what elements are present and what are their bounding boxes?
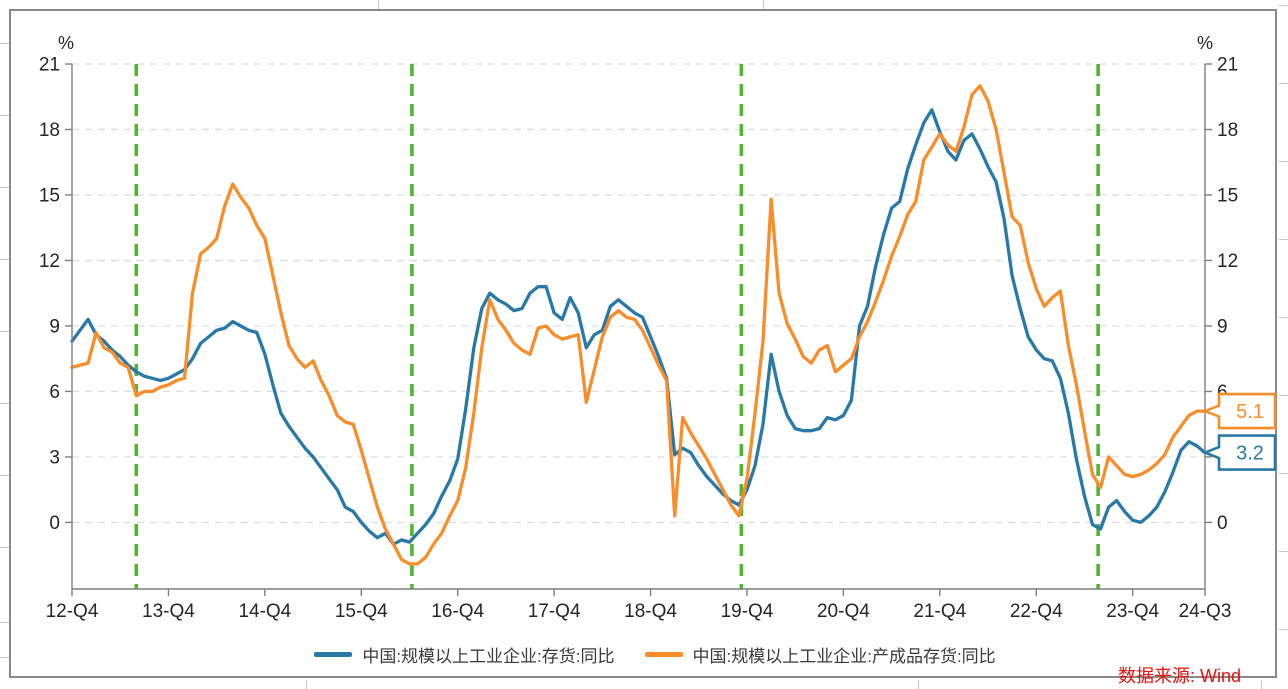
spreadsheet-gridline-stub <box>1279 473 1288 474</box>
spreadsheet-gridline-stub <box>0 622 9 623</box>
x-tick-label-12-Q4: 12-Q4 <box>46 601 99 622</box>
data-label-value-total-inventory: 3.2 <box>1236 443 1264 465</box>
spreadsheet-gridline-stub <box>0 187 9 188</box>
spreadsheet-gridline-stub <box>378 0 379 9</box>
spreadsheet-gridline-stub <box>306 680 307 689</box>
spreadsheet-gridline-stub <box>1279 629 1288 630</box>
spreadsheet-gridline-stub <box>763 0 764 9</box>
legend-line-swatch-blue <box>314 652 353 657</box>
chart-canvas: 00336699121215151818212112-Q413-Q414-Q41… <box>39 33 1277 622</box>
data-label-value-finished-goods-inventory: 5.1 <box>1236 401 1264 423</box>
chart-frame: 00336699121215151818212112-Q413-Q414-Q41… <box>9 9 1277 686</box>
legend-label-finished-goods: 中国:规模以上工业企业:产成品存货:同比 <box>692 647 996 666</box>
spreadsheet-gridline-stub <box>1279 83 1288 84</box>
spreadsheet-gridline-stub <box>1279 551 1288 552</box>
y-tick-label-left: 3 <box>49 447 60 468</box>
y-tick-label-right: 0 <box>1217 513 1228 534</box>
spreadsheet-gridline-stub <box>0 657 9 658</box>
spreadsheet-gridline-stub <box>0 475 9 476</box>
y-axis-unit-right: % <box>1197 33 1213 53</box>
y-tick-label-left: 18 <box>39 120 60 141</box>
x-tick-label-15-Q4: 15-Q4 <box>335 601 388 622</box>
spreadsheet-gridline-stub <box>0 115 9 116</box>
data-label-callout-finished-goods-inventory <box>1201 392 1277 430</box>
spreadsheet-gridline-stub <box>1279 395 1288 396</box>
y-tick-label-left: 21 <box>39 55 60 76</box>
series-line-finished-goods-inventory <box>70 84 1207 566</box>
series-line-total-inventory <box>70 108 1207 546</box>
x-tick-label-17-Q4: 17-Q4 <box>528 601 581 622</box>
y-tick-label-right: 18 <box>1217 120 1238 141</box>
y-tick-label-right: 15 <box>1217 185 1238 206</box>
y-tick-label-right: 12 <box>1217 251 1238 272</box>
x-tick-label-19-Q4: 19-Q4 <box>721 601 774 622</box>
spreadsheet-gridline-stub <box>0 547 9 548</box>
spreadsheet-gridline-stub <box>1279 317 1288 318</box>
spreadsheet-gridline-stub <box>0 43 9 44</box>
legend-line-swatch-orange <box>644 652 683 657</box>
spreadsheet-gridline-stub <box>1261 680 1262 689</box>
y-tick-label-left: 0 <box>49 513 60 534</box>
x-tick-label-18-Q4: 18-Q4 <box>624 601 677 622</box>
y-tick-label-right: 21 <box>1217 55 1238 76</box>
spreadsheet-gridline-stub <box>0 331 9 332</box>
spreadsheet-gridline-stub <box>0 259 9 260</box>
y-tick-label-right: 6 <box>1217 382 1228 403</box>
y-tick-label-left: 12 <box>39 251 60 272</box>
legend-item-total-inventory: 中国:规模以上工业企业:存货:同比 <box>314 642 615 667</box>
spreadsheet-gridline-stub <box>1279 161 1288 162</box>
y-tick-label-right: 9 <box>1217 316 1228 337</box>
legend-label-total-inventory: 中国:规模以上工业企业:存货:同比 <box>362 647 615 666</box>
y-axis-unit-left: % <box>58 33 74 53</box>
x-tick-label-14-Q4: 14-Q4 <box>238 601 291 622</box>
legend-item-finished-goods: 中国:规模以上工业企业:产成品存货:同比 <box>644 642 996 667</box>
x-tick-label-23-Q4: 23-Q4 <box>1106 601 1159 622</box>
y-tick-label-left: 6 <box>49 382 60 403</box>
data-source-label: 数据来源: Wind <box>1117 666 1241 686</box>
spreadsheet-gridline-stub <box>918 680 919 689</box>
spreadsheet-gridline-stub <box>1279 5 1288 6</box>
x-tick-label-24-Q3: 24-Q3 <box>1179 601 1232 622</box>
y-tick-label-left: 9 <box>49 316 60 337</box>
x-tick-label-21-Q4: 21-Q4 <box>913 601 966 622</box>
data-label-callout-total-inventory <box>1201 434 1277 471</box>
y-tick-label-left: 15 <box>39 185 60 206</box>
x-tick-label-22-Q4: 22-Q4 <box>1010 601 1063 622</box>
spreadsheet-gridline-stub <box>1279 239 1288 240</box>
x-tick-label-20-Q4: 20-Q4 <box>817 601 870 622</box>
spreadsheet-gridline-stub <box>0 403 9 404</box>
chart-legend: 中国:规模以上工业企业:存货:同比 中国:规模以上工业企业:产成品存货:同比 <box>11 642 1288 667</box>
x-tick-label-16-Q4: 16-Q4 <box>431 601 484 622</box>
x-tick-label-13-Q4: 13-Q4 <box>142 601 195 622</box>
